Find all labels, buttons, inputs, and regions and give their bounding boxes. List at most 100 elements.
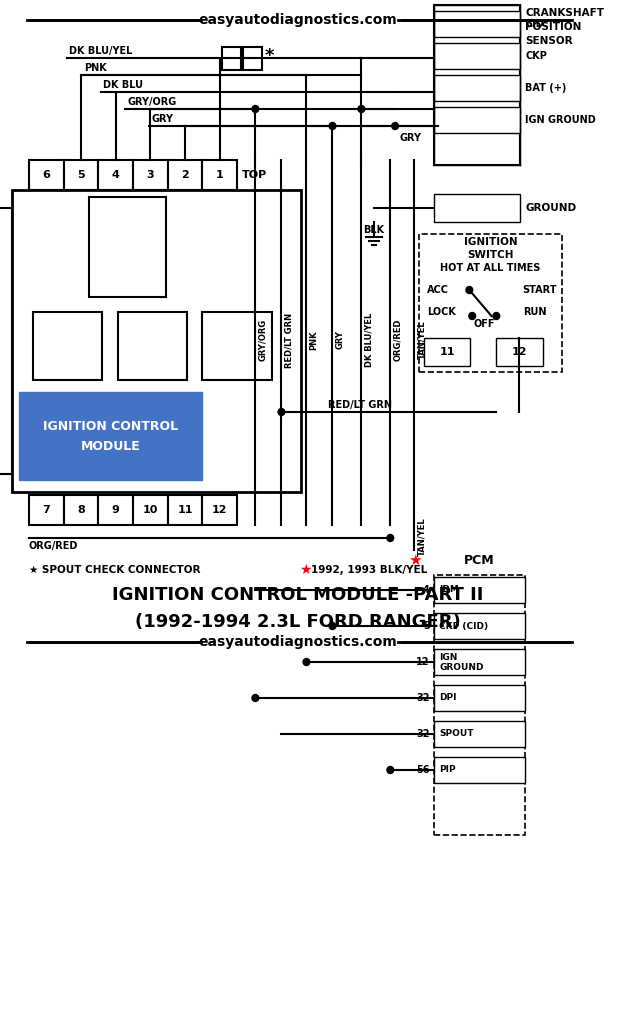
- Text: POSITION: POSITION: [525, 22, 582, 32]
- Bar: [222, 47, 241, 70]
- Bar: [133, 495, 167, 525]
- Bar: [434, 43, 520, 69]
- Bar: [167, 495, 202, 525]
- Text: 56: 56: [417, 765, 430, 775]
- Bar: [202, 495, 237, 525]
- Text: GRY/ORG: GRY/ORG: [258, 319, 267, 362]
- Circle shape: [387, 766, 394, 774]
- Text: 3: 3: [146, 170, 154, 180]
- Text: TAN/YEL: TAN/YEL: [417, 320, 426, 359]
- Bar: [29, 160, 64, 190]
- Bar: [64, 495, 98, 525]
- Text: IGNITION CONTROL: IGNITION CONTROL: [43, 419, 179, 433]
- Text: 10: 10: [143, 505, 158, 515]
- Text: TAN/YEL: TAN/YEL: [417, 518, 426, 556]
- Circle shape: [278, 409, 285, 415]
- Bar: [434, 11, 520, 37]
- Bar: [133, 160, 167, 190]
- Text: 4: 4: [112, 170, 120, 180]
- Text: GRY: GRY: [336, 331, 344, 349]
- Text: ★ SPOUT CHECK CONNECTOR: ★ SPOUT CHECK CONNECTOR: [29, 565, 200, 575]
- Text: DK BLU/YEL: DK BLU/YEL: [364, 313, 373, 367]
- Text: 12: 12: [512, 347, 527, 357]
- FancyBboxPatch shape: [419, 234, 562, 372]
- Text: 11: 11: [177, 505, 193, 515]
- Circle shape: [358, 105, 365, 112]
- Bar: [64, 160, 98, 190]
- Text: BLK: BLK: [363, 225, 384, 235]
- Text: IGNITION CONTROL MODULE -PART II: IGNITION CONTROL MODULE -PART II: [112, 586, 483, 604]
- Bar: [117, 312, 187, 380]
- Bar: [0, 208, 12, 474]
- Bar: [202, 160, 237, 190]
- Text: RED/LT GRN: RED/LT GRN: [284, 312, 294, 368]
- Text: DPI: DPI: [439, 693, 457, 702]
- Circle shape: [252, 105, 259, 112]
- Text: 2: 2: [181, 170, 189, 180]
- Text: HOT AT ALL TIMES: HOT AT ALL TIMES: [441, 263, 541, 273]
- Bar: [434, 685, 525, 711]
- Text: 12: 12: [417, 657, 430, 667]
- Bar: [98, 495, 133, 525]
- Text: IGNITION: IGNITION: [464, 237, 517, 247]
- Text: GROUND: GROUND: [525, 203, 577, 213]
- Text: BAT (+): BAT (+): [525, 83, 567, 93]
- Circle shape: [303, 658, 310, 665]
- Text: (1992-1994 2.3L FORD RANGER): (1992-1994 2.3L FORD RANGER): [135, 613, 460, 631]
- Text: GRY: GRY: [400, 133, 422, 143]
- Circle shape: [329, 622, 336, 629]
- Text: PNK: PNK: [310, 331, 318, 350]
- Text: RED/LT GRN: RED/LT GRN: [328, 400, 392, 410]
- Bar: [434, 107, 520, 133]
- Text: TOP: TOP: [242, 170, 267, 180]
- Text: ORG/RED: ORG/RED: [393, 318, 402, 362]
- Text: PNK: PNK: [84, 63, 106, 73]
- Text: CRANKSHAFT: CRANKSHAFT: [525, 8, 604, 18]
- Text: easyautodiagnostics.com: easyautodiagnostics.com: [198, 636, 397, 649]
- Bar: [424, 338, 470, 366]
- Text: CKP: CKP: [525, 52, 547, 61]
- Circle shape: [329, 123, 336, 130]
- Bar: [12, 190, 301, 492]
- Text: 5: 5: [423, 621, 430, 631]
- Bar: [434, 757, 525, 783]
- Text: ★: ★: [298, 563, 311, 577]
- Text: 32: 32: [417, 693, 430, 703]
- Bar: [434, 577, 525, 603]
- Text: IDM: IDM: [439, 585, 459, 594]
- Bar: [434, 194, 520, 222]
- Bar: [434, 721, 525, 747]
- Text: PIP: PIP: [439, 765, 456, 775]
- Bar: [98, 160, 133, 190]
- Bar: [434, 613, 525, 639]
- Text: 7: 7: [43, 505, 50, 515]
- Text: 32: 32: [417, 729, 430, 739]
- Text: 4: 4: [423, 585, 430, 595]
- Bar: [243, 47, 262, 70]
- Text: *: *: [265, 47, 274, 65]
- Text: 8: 8: [77, 505, 85, 515]
- Bar: [19, 392, 202, 480]
- Text: CKP (CID): CKP (CID): [439, 621, 489, 630]
- FancyBboxPatch shape: [434, 575, 525, 835]
- Circle shape: [466, 286, 473, 294]
- Text: 5: 5: [77, 170, 85, 180]
- Text: 6: 6: [42, 170, 50, 180]
- Text: GROUND: GROUND: [439, 663, 484, 673]
- Text: ORG/RED: ORG/RED: [29, 541, 78, 551]
- Bar: [496, 338, 543, 366]
- Circle shape: [387, 535, 394, 542]
- Text: easyautodiagnostics.com: easyautodiagnostics.com: [198, 13, 397, 27]
- Text: OFF: OFF: [473, 319, 494, 329]
- Bar: [434, 649, 525, 675]
- Bar: [88, 197, 166, 297]
- Bar: [202, 312, 272, 380]
- Bar: [167, 160, 202, 190]
- Text: SWITCH: SWITCH: [467, 250, 514, 260]
- Circle shape: [493, 312, 500, 319]
- Text: IGN: IGN: [439, 652, 458, 661]
- Text: SPOUT: SPOUT: [439, 729, 474, 739]
- Text: DK BLU/YEL: DK BLU/YEL: [69, 46, 133, 56]
- Text: 12: 12: [212, 505, 227, 515]
- Text: 1992, 1993 BLK/YEL: 1992, 1993 BLK/YEL: [311, 565, 428, 575]
